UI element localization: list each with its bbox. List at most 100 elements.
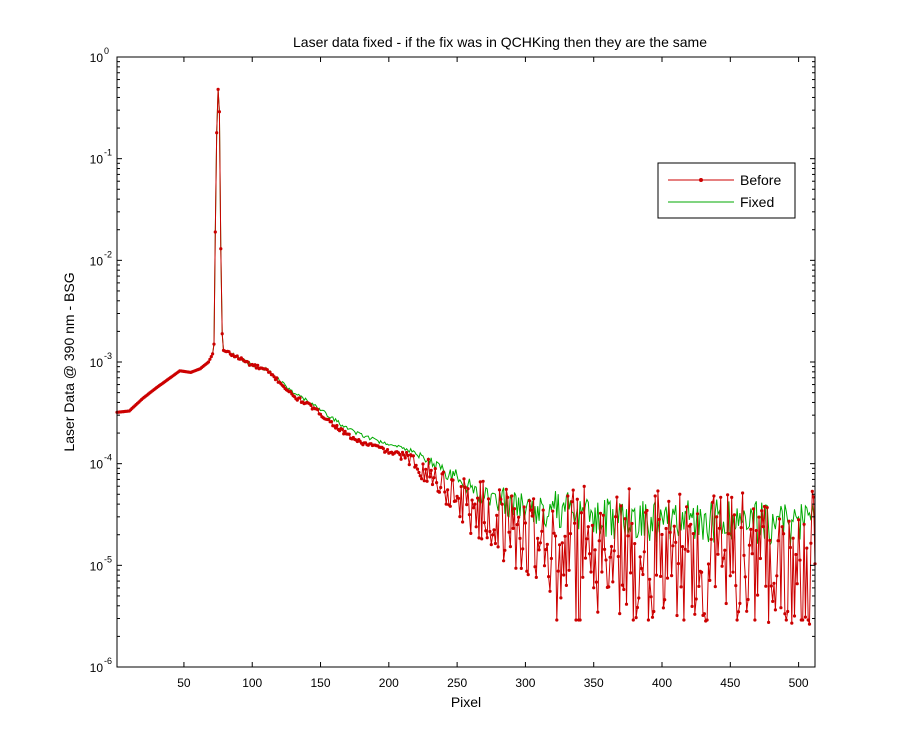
data-point-before (779, 606, 783, 610)
data-point-before (668, 530, 672, 535)
data-point-before (381, 447, 385, 451)
data-point-before (425, 479, 429, 483)
data-point-before (741, 491, 745, 495)
data-point-before (558, 543, 562, 547)
data-point-before (721, 556, 726, 560)
data-point-before (316, 408, 320, 412)
data-point-before (437, 490, 441, 494)
data-point-before (597, 539, 601, 543)
x-tick-label: 150 (311, 676, 331, 690)
data-point-before (760, 509, 764, 513)
data-point-before (697, 584, 701, 589)
data-point-before (575, 497, 579, 501)
data-point-before (791, 536, 795, 540)
data-point-before (491, 533, 495, 537)
data-point-before (730, 495, 734, 499)
data-point-before (502, 559, 506, 563)
data-point-before (764, 584, 768, 588)
data-point-before (215, 131, 219, 135)
legend: Before Fixed (657, 162, 796, 219)
data-point-before (551, 509, 555, 513)
data-point-before (630, 521, 634, 526)
data-point-before (506, 495, 510, 499)
data-point-before (530, 514, 534, 518)
data-point-before (246, 360, 250, 364)
data-point-before (705, 618, 709, 622)
data-point-before (428, 475, 432, 479)
data-point-before (441, 470, 446, 474)
data-point-before (664, 526, 668, 531)
data-point-before (574, 618, 578, 622)
data-point-before (485, 536, 489, 540)
data-point-before (435, 481, 439, 485)
data-point-before (809, 541, 813, 545)
data-point-before (429, 468, 433, 472)
data-point-before (641, 572, 645, 577)
x-tick-label: 50 (177, 676, 191, 690)
legend-box (657, 162, 796, 219)
data-point-before (767, 620, 771, 625)
data-point-before (702, 612, 707, 616)
data-point-before (750, 552, 754, 556)
data-point-before (807, 622, 812, 626)
data-point-before (609, 544, 614, 549)
data-point-before (459, 485, 463, 489)
data-point-before (400, 450, 405, 454)
data-point-before (590, 523, 595, 528)
data-point-before (732, 513, 737, 517)
y-tick-exponent: -1 (104, 148, 112, 158)
data-point-before (538, 541, 543, 545)
data-point-before (496, 545, 500, 549)
data-point-before (635, 605, 640, 610)
data-point-before (497, 488, 502, 492)
data-point-before (746, 597, 750, 602)
data-point-before (570, 500, 574, 504)
data-point-before (541, 508, 545, 512)
data-point-before (738, 601, 742, 606)
y-tick-label: 10 (90, 153, 104, 167)
data-point-before (327, 417, 331, 421)
data-point-before (638, 555, 642, 559)
data-point-before (532, 497, 536, 501)
data-point-before (512, 507, 517, 511)
data-point-before (603, 547, 607, 552)
data-point-before (739, 526, 743, 530)
data-point-before (648, 577, 652, 581)
data-point-before (470, 498, 474, 502)
data-point-before (674, 540, 678, 545)
data-point-before (695, 512, 700, 516)
data-point-before (792, 614, 797, 618)
data-point-before (537, 548, 541, 552)
data-point-before (622, 587, 626, 592)
data-point-before (556, 569, 560, 573)
data-point-before (456, 496, 461, 500)
data-point-before (493, 541, 497, 546)
data-point-before (802, 522, 806, 526)
legend-label-fixed: Fixed (740, 194, 774, 210)
x-tick-label: 350 (584, 676, 604, 690)
x-tick-label: 200 (379, 676, 399, 690)
data-point-before (254, 366, 258, 370)
data-point-before (340, 427, 344, 431)
data-point-before (265, 368, 269, 372)
data-point-before (403, 456, 407, 460)
data-point-before (342, 432, 346, 436)
data-point-before (806, 618, 810, 622)
data-point-before (708, 578, 712, 583)
data-point-before (650, 615, 655, 619)
data-point-before (788, 545, 793, 550)
data-point-before (736, 610, 741, 614)
data-point-before (624, 602, 629, 606)
data-point-before (607, 585, 611, 589)
data-point-before (623, 517, 627, 521)
data-point-before (217, 110, 221, 114)
data-point-before (642, 550, 646, 554)
data-point-before (433, 467, 437, 471)
data-point-before (771, 599, 775, 604)
data-point-before (439, 485, 443, 490)
data-point-before (761, 525, 765, 529)
data-point-before (473, 502, 477, 506)
data-point-before (713, 585, 717, 589)
data-point-before (586, 525, 590, 529)
